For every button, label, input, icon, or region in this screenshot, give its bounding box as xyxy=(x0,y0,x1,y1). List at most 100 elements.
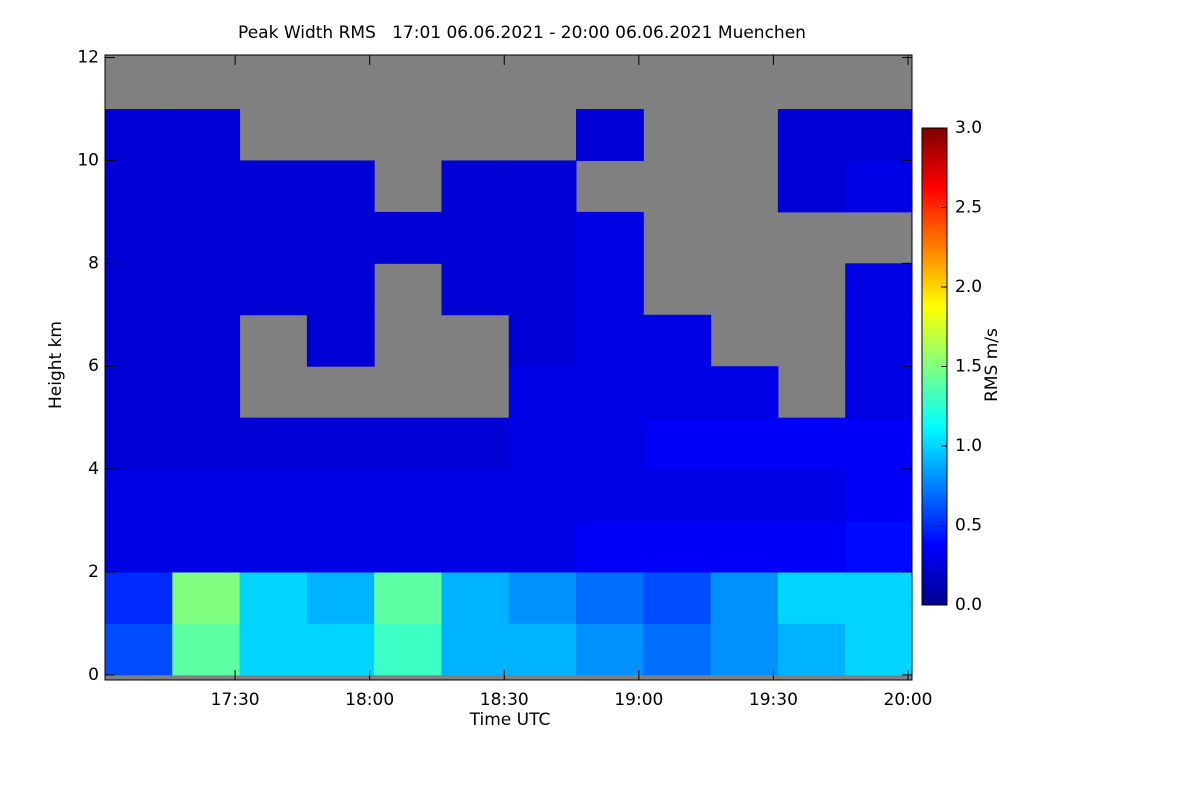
heatmap-cell xyxy=(441,571,510,624)
y-axis-label: Height km xyxy=(46,321,66,409)
heatmap-cell xyxy=(306,263,375,316)
y-tick-label: 6 xyxy=(88,356,99,376)
heatmap-cell xyxy=(576,571,644,624)
heatmap-cell xyxy=(576,263,644,316)
x-tick-label: 18:00 xyxy=(345,690,394,710)
heatmap-cell xyxy=(508,417,577,470)
colorbar-tick-label: 2.5 xyxy=(955,198,982,218)
heatmap-cell xyxy=(441,469,510,522)
heatmap-cell xyxy=(374,417,442,470)
heatmap-cell xyxy=(172,314,241,367)
heatmap-cell xyxy=(777,571,846,624)
colorbar-tick-label: 1.0 xyxy=(955,436,982,456)
heatmap-cell xyxy=(306,160,375,213)
heatmap-cell xyxy=(239,160,308,213)
heatmap-cell xyxy=(105,314,173,367)
heatmap-cell xyxy=(172,417,241,470)
heatmap-cell xyxy=(845,263,912,316)
heatmap-cell xyxy=(306,520,375,573)
x-tick-label: 17:30 xyxy=(211,690,260,710)
heatmap-cell xyxy=(441,623,510,676)
heatmap-cell xyxy=(105,417,173,470)
heatmap-cell xyxy=(710,571,779,624)
y-tick-label: 12 xyxy=(77,48,99,68)
heatmap-cell xyxy=(643,623,712,676)
heatmap-cell xyxy=(105,160,173,213)
heatmap-cell xyxy=(105,263,173,316)
heatmap-cell xyxy=(172,263,241,316)
heatmap-cell xyxy=(105,623,173,676)
heatmap-cell xyxy=(172,366,241,419)
heatmap-cell xyxy=(508,263,577,316)
heatmap-cell xyxy=(172,623,241,676)
heatmap-cell xyxy=(441,520,510,573)
heatmap-cell xyxy=(777,109,846,161)
heatmap-cell xyxy=(374,520,442,573)
heatmap-cell xyxy=(845,623,912,676)
heatmap-cell xyxy=(643,366,712,419)
y-tick-label: 4 xyxy=(88,459,99,479)
heatmap-cell xyxy=(239,571,308,624)
heatmap-cell xyxy=(508,160,577,213)
heatmap-cell xyxy=(172,571,241,624)
heatmap-cell xyxy=(105,520,173,573)
colorbar-tick-label: 0.0 xyxy=(955,595,982,615)
heatmap-cell xyxy=(508,366,577,419)
heatmap-cell xyxy=(777,520,846,573)
heatmap-cell xyxy=(845,109,912,161)
heatmap-cell xyxy=(441,263,510,316)
heatmap-cell xyxy=(239,211,308,264)
heatmap xyxy=(105,55,912,680)
heatmap-cell xyxy=(643,417,712,470)
heatmap-cell xyxy=(172,211,241,264)
heatmap-cell xyxy=(710,469,779,522)
heatmap-cell xyxy=(374,211,442,264)
heatmap-cell xyxy=(105,571,173,624)
heatmap-cell xyxy=(441,211,510,264)
heatmap-cell xyxy=(845,520,912,573)
heatmap-cell xyxy=(508,623,577,676)
heatmap-cell xyxy=(105,211,173,264)
y-tick-label: 2 xyxy=(88,562,99,582)
y-tick-label: 0 xyxy=(88,665,99,685)
heatmap-cell xyxy=(710,417,779,470)
heatmap-cell xyxy=(172,469,241,522)
colorbar-label: RMS m/s xyxy=(982,328,1002,402)
heatmap-cell xyxy=(845,366,912,419)
heatmap-cell xyxy=(576,520,644,573)
colorbar-tick-label: 2.0 xyxy=(955,277,982,297)
heatmap-cell xyxy=(239,520,308,573)
heatmap-cell xyxy=(508,211,577,264)
colorbar-tick-label: 0.5 xyxy=(955,516,982,536)
heatmap-cell xyxy=(777,160,846,213)
heatmap-cell xyxy=(576,417,644,470)
heatmap-cell xyxy=(710,520,779,573)
heatmap-cell xyxy=(306,211,375,264)
heatmap-cell xyxy=(441,160,510,213)
heatmap-cell xyxy=(845,314,912,367)
heatmap-cell xyxy=(306,623,375,676)
heatmap-cell xyxy=(845,571,912,624)
heatmap-cell xyxy=(306,469,375,522)
heatmap-cell xyxy=(643,469,712,522)
heatmap-cell xyxy=(508,314,577,367)
heatmap-cell xyxy=(576,366,644,419)
heatmap-cell xyxy=(239,417,308,470)
heatmap-cell xyxy=(576,314,644,367)
heatmap-cell xyxy=(643,571,712,624)
heatmap-cell xyxy=(172,160,241,213)
heatmap-cell xyxy=(441,417,510,470)
heatmap-cell xyxy=(643,314,712,367)
heatmap-cell xyxy=(643,520,712,573)
x-tick-label: 20:00 xyxy=(884,690,933,710)
heatmap-cell xyxy=(777,623,846,676)
heatmap-cell xyxy=(777,417,846,470)
heatmap-cell xyxy=(306,571,375,624)
heatmap-cell xyxy=(374,571,442,624)
heatmap-cell xyxy=(508,520,577,573)
plot-frame xyxy=(104,54,913,681)
heatmap-cell xyxy=(576,469,644,522)
x-tick-label: 19:00 xyxy=(614,690,663,710)
heatmap-cell xyxy=(576,211,644,264)
